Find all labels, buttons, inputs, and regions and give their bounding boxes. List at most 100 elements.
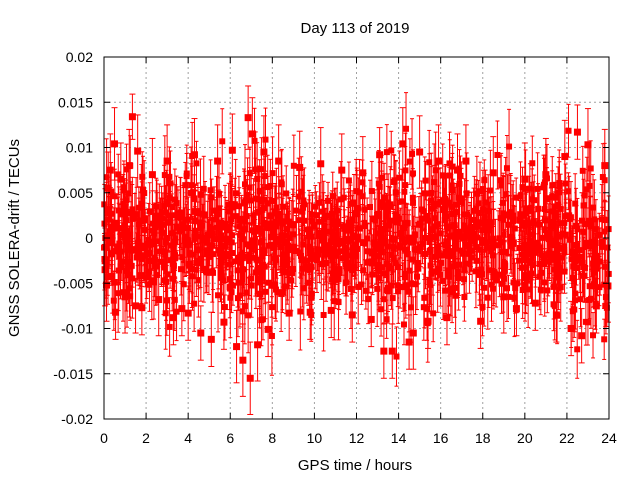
data-point (362, 287, 369, 294)
data-point (248, 282, 255, 289)
data-point (320, 311, 327, 318)
data-point (556, 180, 563, 187)
data-point (146, 281, 153, 288)
data-point (221, 304, 228, 311)
data-point (396, 242, 403, 249)
data-point (158, 227, 165, 234)
data-point (164, 271, 171, 278)
data-point (383, 149, 390, 156)
data-point (579, 259, 586, 266)
data-point (386, 222, 393, 229)
data-point (429, 205, 436, 212)
data-point (421, 250, 428, 257)
data-point (203, 239, 210, 246)
data-point (330, 238, 337, 245)
data-point (202, 268, 209, 275)
data-point (399, 198, 406, 205)
data-point (189, 190, 196, 197)
data-point (246, 251, 253, 258)
data-point (328, 248, 335, 255)
data-point (162, 310, 169, 317)
data-point (272, 256, 279, 263)
data-point (505, 293, 512, 300)
data-point (123, 267, 130, 274)
data-point (590, 256, 597, 263)
data-point (328, 210, 335, 217)
data-point (485, 267, 492, 274)
data-point (378, 199, 385, 206)
data-point (163, 235, 170, 242)
data-point (402, 282, 409, 289)
data-point (299, 208, 306, 215)
data-point (562, 213, 569, 220)
data-point (282, 238, 289, 245)
data-point (150, 220, 157, 227)
data-point (111, 279, 118, 286)
data-point (596, 284, 603, 291)
data-point (348, 252, 355, 259)
data-point (373, 245, 380, 252)
data-point (332, 225, 339, 232)
data-point (149, 238, 156, 245)
data-point (155, 221, 162, 228)
data-point (121, 224, 128, 231)
data-point (345, 236, 352, 243)
data-point (429, 268, 436, 275)
data-point (409, 256, 416, 263)
data-point (424, 305, 431, 312)
data-point (138, 200, 145, 207)
data-point (420, 208, 427, 215)
data-point (472, 268, 479, 275)
data-point (278, 232, 285, 239)
data-point (103, 207, 110, 214)
data-point (479, 303, 486, 310)
x-axis-label: GPS time / hours (298, 457, 412, 474)
data-point (152, 256, 159, 263)
data-point (262, 173, 269, 180)
data-point (394, 282, 401, 289)
data-point (146, 249, 153, 256)
data-point (184, 216, 191, 223)
data-point (431, 234, 438, 241)
data-point (335, 220, 342, 227)
data-point (123, 217, 130, 224)
data-point (583, 186, 590, 193)
data-point (571, 306, 578, 313)
data-point (426, 159, 433, 166)
data-point (365, 295, 372, 302)
data-point (214, 211, 221, 218)
data-point (313, 257, 320, 264)
data-point (152, 224, 159, 231)
data-point (383, 316, 390, 323)
data-point (232, 213, 239, 220)
data-point (313, 212, 320, 219)
data-point (127, 231, 134, 238)
data-point (482, 199, 489, 206)
data-point (300, 204, 307, 211)
data-point (166, 173, 173, 180)
data-point (281, 269, 288, 276)
data-point (384, 243, 391, 250)
data-point (367, 203, 374, 210)
data-point (406, 158, 413, 165)
data-point (485, 227, 492, 234)
data-point (268, 197, 275, 204)
data-point (327, 228, 334, 235)
data-point (276, 210, 283, 217)
data-point (461, 276, 468, 283)
data-point (578, 217, 585, 224)
data-point (364, 259, 371, 266)
data-point (143, 274, 150, 281)
data-point (582, 318, 589, 325)
data-point (588, 238, 595, 245)
data-point (587, 165, 594, 172)
data-point (400, 321, 407, 328)
data-point (244, 191, 251, 198)
data-point (587, 223, 594, 230)
data-point (278, 181, 285, 188)
data-point (589, 243, 596, 250)
data-point (409, 150, 416, 157)
data-point (283, 190, 290, 197)
data-point (340, 255, 347, 262)
data-point (258, 198, 265, 205)
